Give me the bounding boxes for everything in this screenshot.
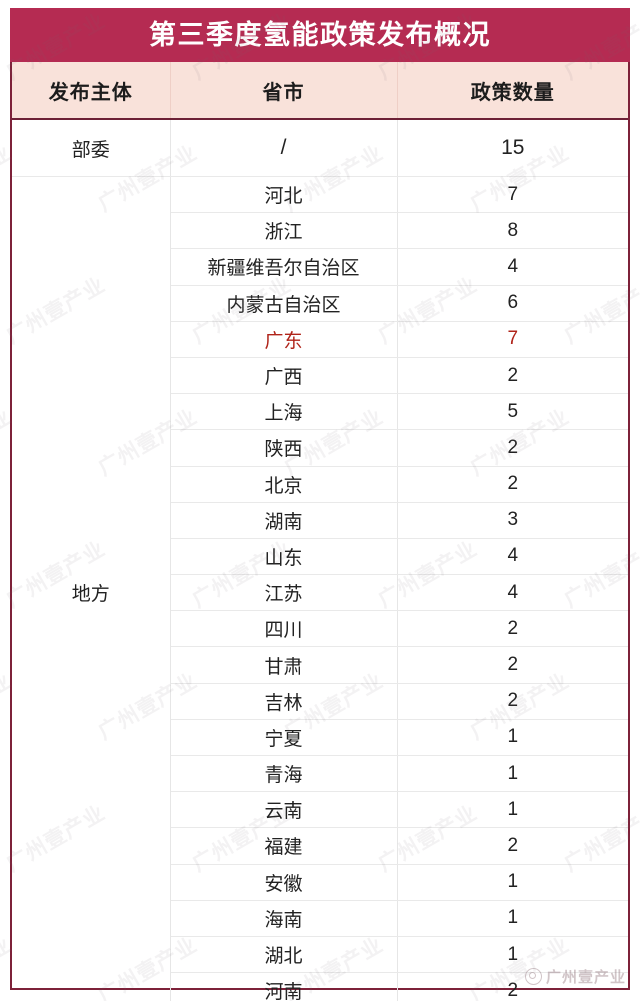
- cell-count: 6: [396, 285, 628, 322]
- cell-region: 广东: [170, 321, 397, 358]
- cell-region: 山东: [170, 538, 397, 576]
- table-row: 陕西 2: [12, 429, 628, 467]
- table-row: 湖北 1: [12, 936, 628, 974]
- cell-region: 四川: [170, 610, 397, 648]
- table-row: 海南 1: [12, 900, 628, 937]
- table-row: 青海 1: [12, 755, 628, 793]
- cell-count: 4: [396, 538, 628, 576]
- column-header-count: 政策数量: [396, 62, 628, 120]
- cell-count: 2: [396, 610, 628, 648]
- table-row: 内蒙古自治区 6: [12, 285, 628, 322]
- table-row: 四川 2: [12, 610, 628, 648]
- header-row: 发布主体 省市 政策数量: [12, 62, 628, 120]
- cell-region: 甘肃: [170, 646, 397, 684]
- title-bar: 第三季度氢能政策发布概况: [10, 8, 630, 62]
- cell-count: 2: [396, 683, 628, 720]
- cell-count: 8: [396, 212, 628, 250]
- cell-region: 北京: [170, 466, 397, 503]
- cell-count: 3: [396, 502, 628, 539]
- table-row: 广东 7: [12, 321, 628, 358]
- page-title: 第三季度氢能政策发布概况: [149, 19, 491, 50]
- cell-region: 云南: [170, 791, 397, 829]
- cell-region: 福建: [170, 827, 397, 865]
- cell-region: 湖南: [170, 502, 397, 539]
- column-header-region: 省市: [169, 62, 397, 120]
- table-row: 山东 4: [12, 538, 628, 576]
- cell-count: 1: [396, 755, 628, 793]
- cell-count: 15: [396, 119, 628, 177]
- cell-region: 广西: [170, 357, 397, 395]
- cell-count: 1: [396, 936, 628, 974]
- cell-count: 1: [396, 791, 628, 829]
- table-row: 浙江 8: [12, 212, 628, 250]
- table-row: 湖南 3: [12, 502, 628, 539]
- table-body: 部委/15 地方 河北 7 浙江 8 新疆维吾尔自治区 4 内蒙古自治区 6 广东 7 广西 2 上海 5 陕西…: [12, 119, 628, 1001]
- table-row: 广西 2: [12, 357, 628, 395]
- table-row: 江苏 4: [12, 574, 628, 612]
- group-label-local: 地方: [12, 176, 171, 1001]
- cell-region: 浙江: [170, 212, 397, 250]
- cell-region: 江苏: [170, 574, 397, 612]
- cell-region: 宁夏: [170, 719, 397, 757]
- table-header: 发布主体 省市 政策数量: [12, 62, 628, 120]
- cell-region: 上海: [170, 393, 397, 431]
- table-row: 福建 2: [12, 827, 628, 865]
- cell-region: /: [170, 119, 397, 177]
- column-header-subject: 发布主体: [12, 62, 170, 120]
- at-symbol-icon: [524, 968, 542, 985]
- table-row: 河南 2: [12, 972, 628, 1001]
- table-row: 新疆维吾尔自治区 4: [12, 248, 628, 286]
- cell-count: 1: [396, 719, 628, 757]
- cell-count: 4: [396, 248, 628, 286]
- table-row: 部委/15: [12, 119, 628, 177]
- cell-count: 2: [396, 972, 628, 1001]
- table-row: 云南 1: [12, 791, 628, 829]
- cell-region: 湖北: [170, 936, 397, 974]
- cell-count: 1: [396, 900, 628, 937]
- cell-count: 5: [396, 393, 628, 431]
- cell-count: 2: [396, 827, 628, 865]
- cell-region: 陕西: [170, 429, 397, 467]
- policy-table: 发布主体 省市 政策数量 部委/15 地方 河北 7 浙江 8 新疆维吾尔自治区 4 内蒙古自治…: [12, 62, 628, 1001]
- cell-region: 青海: [170, 755, 397, 793]
- table-row: 北京 2: [12, 466, 628, 503]
- cell-count: 4: [396, 574, 628, 612]
- cell-count: 7: [396, 176, 628, 214]
- cell-count: 7: [396, 321, 628, 358]
- table-row: 安徽 1: [12, 864, 628, 901]
- signature-text: 广州壹产业: [545, 969, 626, 986]
- table-row: 上海 5: [12, 393, 628, 431]
- cell-count: 2: [396, 646, 628, 684]
- cell-region: 吉林: [170, 683, 397, 720]
- table-row: 宁夏 1: [12, 719, 628, 757]
- cell-region: 海南: [170, 900, 397, 937]
- table-row: 吉林 2: [12, 683, 628, 720]
- cell-region: 新疆维吾尔自治区: [170, 248, 397, 286]
- cell-count: 2: [396, 357, 628, 395]
- group-label-ministry: 部委: [12, 119, 171, 177]
- cell-region: 安徽: [170, 864, 397, 901]
- signature-watermark: 广州壹产业: [524, 966, 626, 987]
- cell-count: 2: [396, 429, 628, 467]
- cell-region: 河南: [264, 982, 303, 1001]
- cell-count: 2: [396, 466, 628, 503]
- cell-count: 1: [396, 864, 628, 901]
- table-row: 甘肃 2: [12, 646, 628, 684]
- table-row: 地方 河北 7: [12, 176, 628, 1001]
- cell-region: 河北: [170, 176, 397, 214]
- cell-region: 内蒙古自治区: [170, 285, 397, 322]
